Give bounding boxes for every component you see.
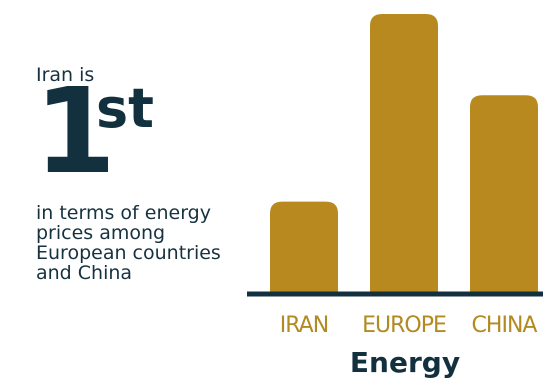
category-label-china: CHINA xyxy=(472,313,538,338)
bar-china xyxy=(470,95,538,294)
rank-suffix: st xyxy=(96,77,154,140)
category-label-iran: IRAN xyxy=(280,313,328,338)
caption-text: in terms of energy prices among European… xyxy=(36,202,221,284)
category-label-europe: EUROPE xyxy=(362,313,446,338)
rank-number: 1 xyxy=(34,62,116,200)
bar-europe xyxy=(370,14,438,294)
intro-text: Iran is xyxy=(36,64,95,86)
chart-title: Energy xyxy=(350,346,460,379)
bar-iran xyxy=(270,201,338,294)
